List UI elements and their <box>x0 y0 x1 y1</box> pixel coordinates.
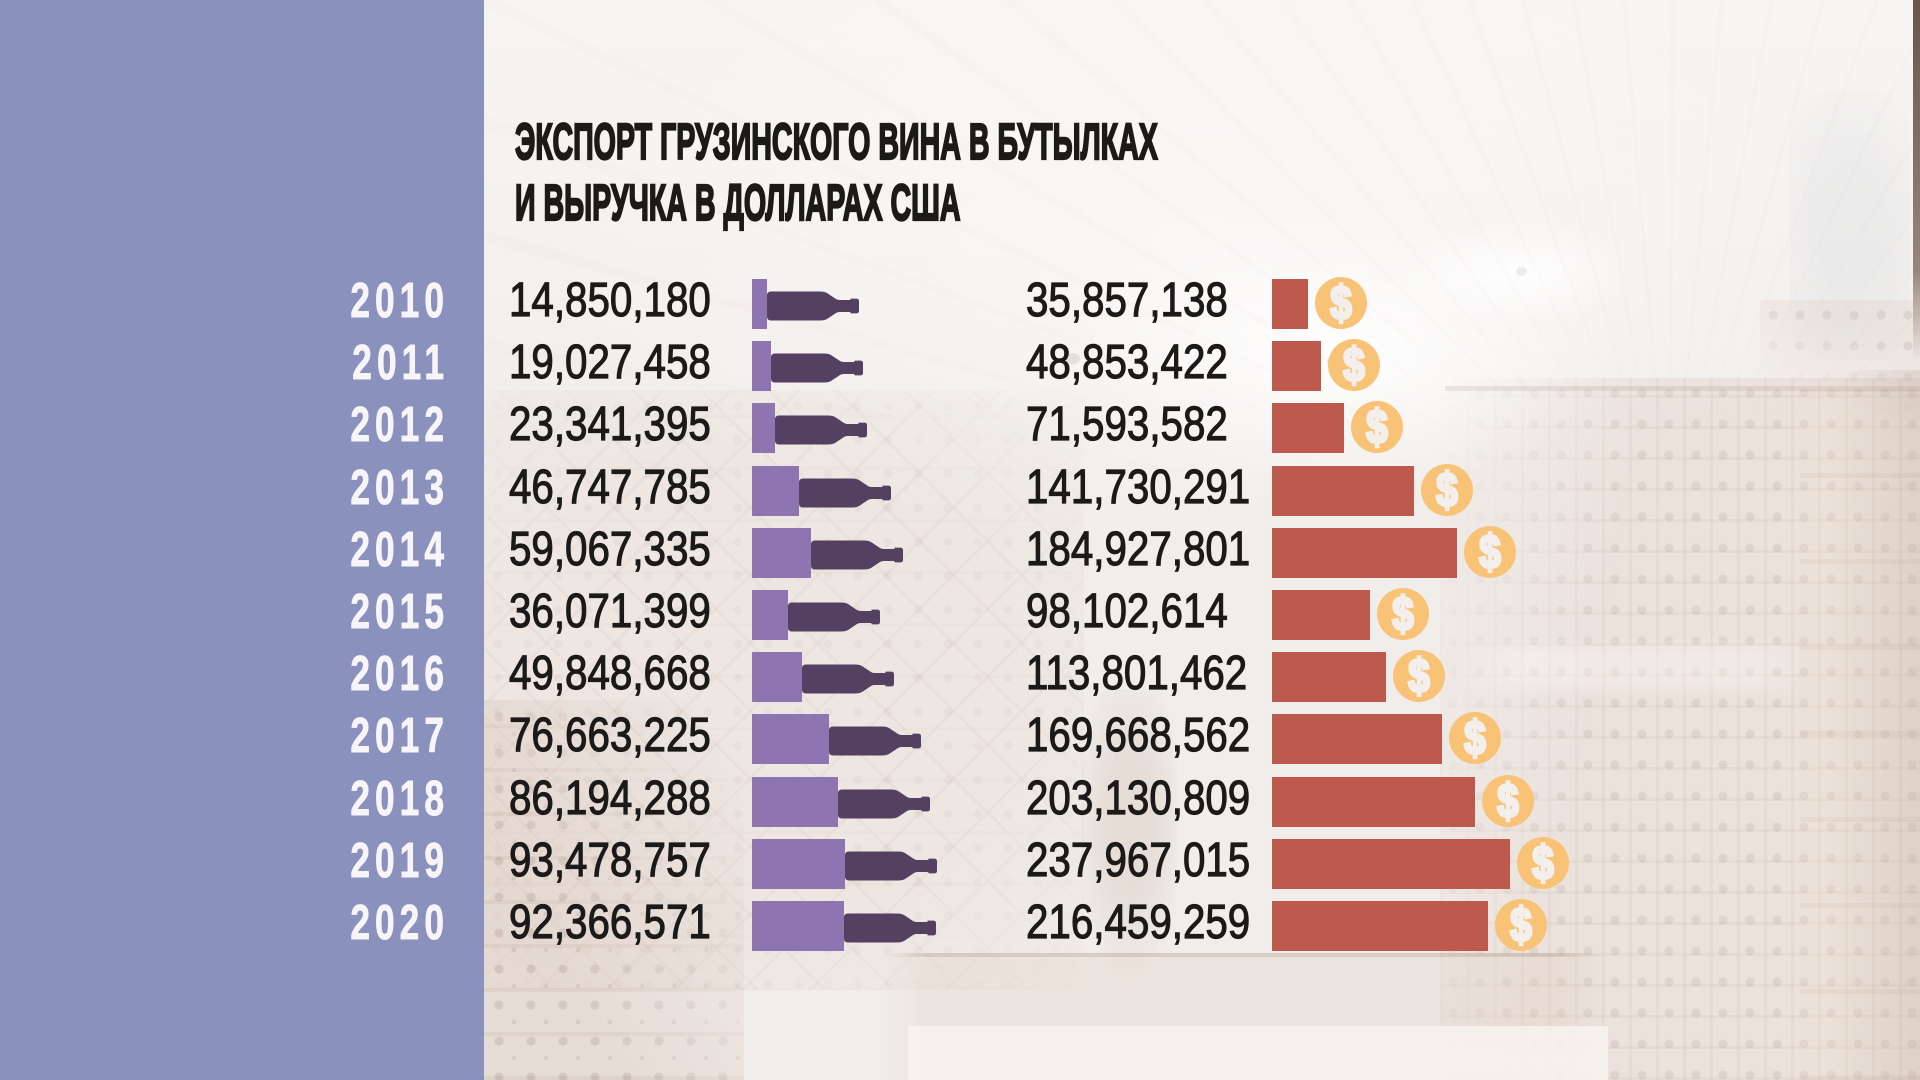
svg-text:$: $ <box>1436 464 1458 516</box>
svg-text:$: $ <box>1392 588 1414 640</box>
svg-text:$: $ <box>1343 339 1365 391</box>
svg-text:$: $ <box>1510 899 1532 951</box>
svg-text:$: $ <box>1464 713 1486 765</box>
svg-text:$: $ <box>1532 837 1554 889</box>
svg-text:$: $ <box>1479 526 1501 578</box>
svg-text:$: $ <box>1366 402 1388 454</box>
svg-text:$: $ <box>1408 650 1430 702</box>
svg-text:$: $ <box>1497 775 1519 827</box>
svg-text:$: $ <box>1330 277 1352 329</box>
